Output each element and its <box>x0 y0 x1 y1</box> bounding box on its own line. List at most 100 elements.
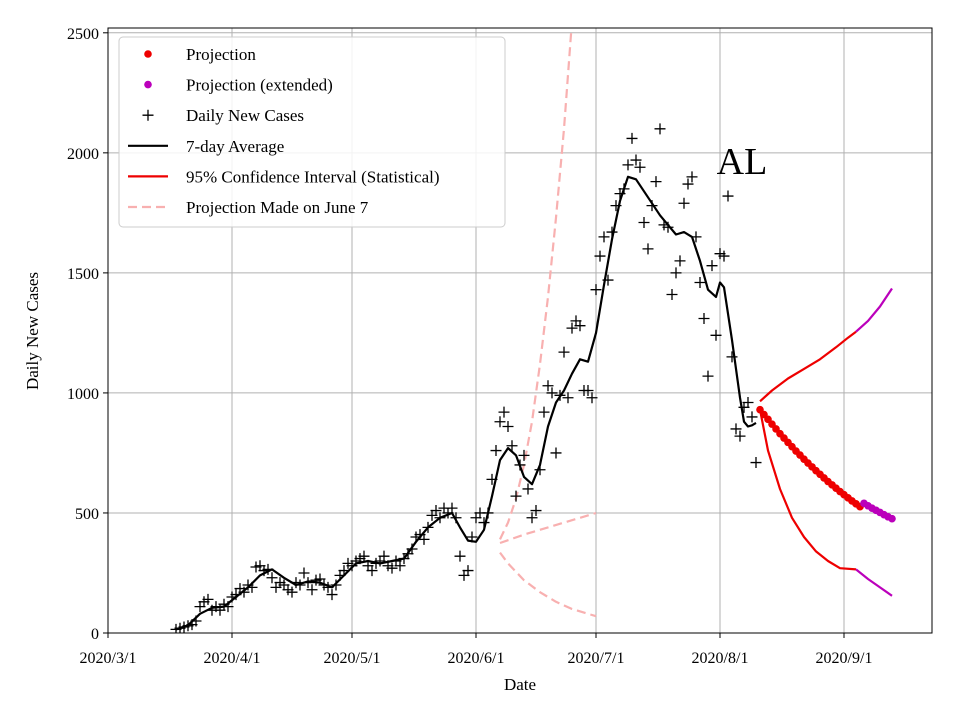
daily-case-point <box>746 411 758 423</box>
plot-frame <box>107 27 933 634</box>
daily-case-point <box>558 346 570 358</box>
x-tick-label: 2020/7/1 <box>568 650 625 667</box>
daily-case-point <box>502 421 514 433</box>
y-tick-label: 0 <box>91 626 99 643</box>
series-7-day-average <box>175 175 757 631</box>
series-projection <box>756 405 864 511</box>
chart-title: AL <box>717 141 768 183</box>
daily-case-point <box>654 123 666 135</box>
daily-case-point <box>742 397 754 409</box>
daily-case-point <box>622 159 634 171</box>
series-line-7-day-average <box>175 175 757 631</box>
daily-case-point <box>378 550 390 562</box>
legend-label-daily: Daily New Cases <box>186 106 304 125</box>
daily-case-point <box>710 329 722 341</box>
series-line-projection-made-on-june-7-middle <box>499 511 597 545</box>
y-axis-label: Daily New Cases <box>23 272 42 390</box>
daily-case-point <box>286 586 298 598</box>
daily-case-point <box>454 550 466 562</box>
daily-case-point <box>526 512 538 524</box>
legend-label-ci: 95% Confidence Interval (Statistical) <box>186 167 440 186</box>
daily-case-point <box>418 533 430 545</box>
daily-case-point <box>590 284 602 296</box>
series-projection-extended <box>860 499 896 523</box>
legend-marker-daily <box>142 109 154 121</box>
legend-label-projection_ext: Projection (extended) <box>186 76 333 95</box>
series-95-ci-lower <box>758 409 857 571</box>
daily-case-point <box>462 565 474 577</box>
daily-case-point <box>694 276 706 288</box>
daily-case-point <box>594 250 606 262</box>
x-tick-label: 2020/9/1 <box>816 650 873 667</box>
daily-case-point <box>626 132 638 144</box>
daily-case-point <box>582 385 594 397</box>
daily-case-point <box>538 406 550 418</box>
daily-case-point <box>546 387 558 399</box>
x-tick-label: 2020/8/1 <box>692 650 749 667</box>
daily-case-point <box>634 161 646 173</box>
daily-case-point <box>726 351 738 363</box>
daily-case-point <box>730 423 742 435</box>
series-95-ci-upper-extended <box>855 287 893 333</box>
x-axis-label: Date <box>504 675 536 694</box>
daily-case-point <box>670 267 682 279</box>
series-line-projection-made-on-june-7-lower <box>499 551 597 618</box>
daily-case-point <box>598 231 610 243</box>
series-projection-made-on-june-7-middle <box>499 511 597 545</box>
legend-label-june7: Projection Made on June 7 <box>186 198 369 217</box>
daily-case-point <box>394 560 406 572</box>
axes: 2020/3/1 2020/4/1 2020/5/1 2020/6/1 2020/7/1… <box>67 26 872 667</box>
daily-case-point <box>698 312 710 324</box>
y-tick-label: 500 <box>75 506 99 523</box>
daily-case-point <box>446 502 458 514</box>
series-line-95-ci-lower-extended <box>855 568 893 597</box>
daily-case-point <box>686 171 698 183</box>
daily-case-point <box>358 550 370 562</box>
daily-case-point <box>494 416 506 428</box>
daily-case-point <box>750 457 762 469</box>
daily-case-point <box>366 565 378 577</box>
daily-case-point <box>706 260 718 272</box>
series-projection-made-on-june-7-upper <box>499 28 573 540</box>
daily-case-point <box>386 562 398 574</box>
daily-case-point <box>678 197 690 209</box>
daily-case-point <box>630 154 642 166</box>
daily-case-point <box>522 483 534 495</box>
daily-case-point <box>542 380 554 392</box>
daily-case-point <box>642 243 654 255</box>
projection-point <box>888 514 896 523</box>
daily-case-point <box>518 449 530 461</box>
daily-case-point <box>306 584 318 596</box>
daily-case-point <box>718 250 730 262</box>
daily-case-point <box>298 567 310 579</box>
daily-case-point <box>702 370 714 382</box>
daily-case-point <box>566 322 578 334</box>
daily-case-point <box>510 490 522 502</box>
series-line-95-ci-upper-extended <box>855 287 893 333</box>
daily-case-point <box>586 392 598 404</box>
series-line-projection-made-on-june-7-upper <box>499 28 573 540</box>
daily-case-point <box>266 572 278 584</box>
series-95-ci-upper <box>759 330 857 403</box>
daily-case-point <box>574 320 586 332</box>
x-tick-label: 2020/3/1 <box>80 650 137 667</box>
legend: Projection Projection (extended) Daily New… <box>118 36 506 228</box>
daily-case-point <box>638 216 650 228</box>
daily-case-point <box>562 392 574 404</box>
daily-case-point <box>490 445 502 457</box>
legend-marker-projection_ext <box>144 80 152 89</box>
legend-box <box>118 36 506 228</box>
y-tick-label: 1500 <box>67 266 99 283</box>
series-95-ci-lower-extended <box>855 568 893 597</box>
daily-case-point <box>734 430 746 442</box>
y-tick-label: 1000 <box>67 386 99 403</box>
daily-case-point <box>650 176 662 188</box>
legend-label-projection: Projection <box>186 45 256 64</box>
series-line-95-ci-lower <box>758 409 857 571</box>
x-tick-label: 2020/4/1 <box>204 650 261 667</box>
y-tick-label: 2500 <box>67 26 99 43</box>
daily-case-point <box>722 190 734 202</box>
daily-case-point <box>666 288 678 300</box>
x-tick-label: 2020/5/1 <box>324 650 381 667</box>
